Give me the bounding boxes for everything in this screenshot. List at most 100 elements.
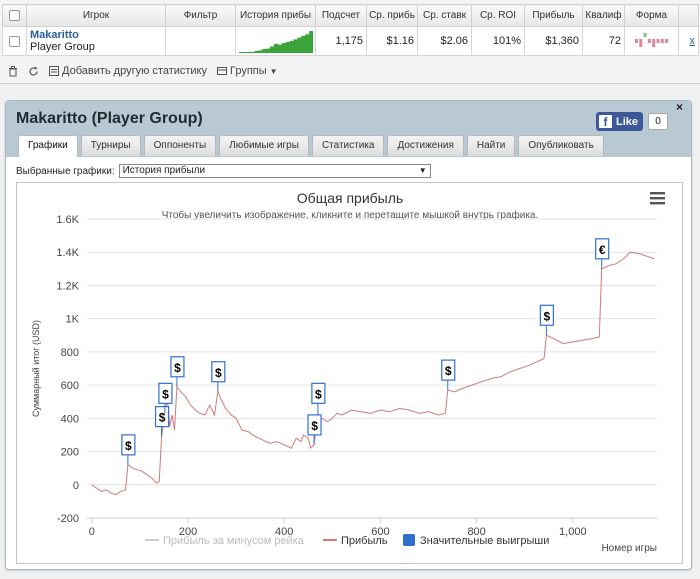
big-win-flag-box — [121, 434, 136, 456]
form-bar — [660, 39, 664, 43]
big-win-flag-label: $ — [445, 364, 452, 378]
table-header-row: Игрок Фильтр История прибы Подсчет Ср. п… — [2, 4, 699, 27]
big-win-flag[interactable]: $ — [154, 406, 170, 437]
col-header-profit-history[interactable]: История прибы — [235, 4, 316, 27]
chart-select[interactable]: История прибыли ▼ — [118, 164, 431, 178]
sparkline-bar — [238, 52, 243, 53]
groups-label: Группы — [230, 65, 267, 77]
profit-cell: $1,360 — [524, 26, 583, 56]
tab-statistics[interactable]: Статистика — [311, 135, 385, 156]
table-row[interactable]: Makaritto Player Group 1,175 $1.16 $2.06… — [2, 26, 699, 56]
refresh-icon[interactable] — [28, 66, 39, 77]
big-win-flag-box — [170, 356, 185, 378]
groups-icon — [217, 67, 227, 75]
remove-row-link[interactable]: x — [678, 26, 699, 56]
sparkline-bar — [273, 43, 278, 53]
close-icon[interactable]: × — [675, 100, 683, 114]
col-header-avg-profit[interactable]: Ср. прибь — [366, 4, 418, 27]
form-bar — [643, 33, 647, 37]
sparkline-bar — [293, 39, 298, 53]
sparkline-bar — [281, 43, 286, 53]
tab-find[interactable]: Найти — [466, 135, 516, 156]
big-win-flag-box — [211, 361, 226, 383]
x-tick-label: 400 — [275, 526, 293, 538]
profit-chart[interactable]: Общая прибыль Чтобы увеличить изображение… — [17, 183, 684, 565]
col-header-filter[interactable]: Фильтр — [165, 4, 236, 27]
chevron-down-icon: ▼ — [269, 66, 278, 76]
groups-dropdown[interactable]: Группы ▼ — [217, 65, 278, 77]
player-name-link[interactable]: Makaritto — [30, 29, 79, 41]
tab-charts[interactable]: Графики — [18, 135, 78, 157]
tab-achievements[interactable]: Достижения — [387, 135, 464, 156]
sparkline-bar — [308, 31, 313, 53]
col-header-qualification[interactable]: Квалиф — [582, 4, 625, 27]
form-bar — [656, 39, 659, 43]
player-cell[interactable]: Makaritto Player Group — [26, 26, 166, 56]
chart-menu-icon-line — [650, 197, 665, 200]
sparkline-bar — [257, 50, 263, 53]
col-header-avg-roi[interactable]: Ср. ROI — [471, 4, 525, 27]
col-header-form[interactable]: Форма — [624, 4, 679, 27]
chart-select-row: Выбранные графики: История прибыли ▼ — [16, 164, 431, 178]
col-header-avg-stake[interactable]: Ср. ставк — [417, 4, 472, 27]
big-win-flag[interactable]: $ — [311, 382, 326, 414]
x-tick-label: 600 — [371, 526, 389, 538]
tab-publish[interactable]: Опубликовать — [518, 135, 604, 156]
sparkline-bar — [289, 40, 294, 53]
chart-menu-icon-line — [650, 192, 665, 195]
qualification-cell: 72 — [582, 26, 625, 56]
facebook-like-label: Like — [616, 115, 639, 128]
sparkline-bar — [277, 44, 282, 53]
chart-select-value: История прибыли — [122, 165, 206, 176]
x-tick-label: 200 — [179, 526, 197, 538]
chart-menu-icon-line — [650, 202, 665, 205]
row-checkbox[interactable] — [2, 26, 27, 56]
chart-container[interactable]: Общая прибыль Чтобы увеличить изображение… — [16, 182, 683, 564]
form-indicator — [634, 33, 668, 47]
form-cell — [624, 26, 679, 56]
facebook-like-button[interactable]: f Like — [596, 112, 644, 131]
big-win-flag[interactable]: $ — [307, 414, 322, 445]
col-header-profit[interactable]: Прибыль — [524, 4, 583, 27]
y-tick-label: 1.6K — [56, 214, 79, 226]
x-tick-label: 0 — [89, 526, 95, 538]
big-win-flag[interactable]: $ — [121, 434, 136, 465]
select-all-checkbox[interactable] — [2, 4, 27, 27]
sparkline-bar — [254, 50, 259, 53]
form-bar — [634, 39, 638, 43]
sparkline-bar — [242, 52, 247, 53]
y-tick-label: 400 — [61, 413, 79, 425]
big-win-flag-label: $ — [544, 309, 551, 323]
sparkline-bar — [261, 49, 267, 53]
col-header-count[interactable]: Подсчет — [315, 4, 367, 27]
sparkline-bar — [269, 46, 274, 53]
sparkline-bar — [265, 48, 270, 53]
chart-menu-icon[interactable] — [650, 192, 665, 205]
big-win-flag-box — [307, 414, 322, 436]
form-bar — [664, 39, 668, 43]
big-win-flag[interactable]: $ — [441, 359, 456, 391]
form-bar — [647, 39, 651, 43]
tab-favorite-games[interactable]: Любимые игры — [219, 135, 309, 156]
x-tick-label: 1,000 — [559, 526, 587, 538]
chevron-down-icon: ▼ — [418, 166, 427, 175]
big-win-flag[interactable]: $ — [539, 304, 554, 336]
big-win-flag[interactable]: $ — [170, 356, 185, 387]
sparkline-bar — [296, 37, 302, 53]
form-bar — [638, 39, 642, 47]
tab-opponents[interactable]: Оппоненты — [143, 135, 217, 156]
col-header-player[interactable]: Игрок — [26, 4, 166, 27]
facebook-like-count: 0 — [648, 113, 669, 130]
x-tick-label: 800 — [467, 526, 485, 538]
big-win-flag-box — [158, 382, 173, 404]
big-win-flag-label: $ — [311, 419, 318, 433]
big-win-flag-label: $ — [174, 361, 181, 375]
big-win-flag-label: $ — [125, 439, 132, 453]
tab-tournaments[interactable]: Турниры — [80, 135, 141, 156]
add-stat-button[interactable]: Добавить другую статистику — [49, 65, 207, 77]
big-win-flag-box — [539, 304, 554, 326]
big-win-flag[interactable]: $ — [158, 382, 173, 414]
big-win-flag[interactable]: € — [595, 238, 610, 269]
trash-icon[interactable] — [8, 65, 18, 77]
big-win-flag[interactable]: $ — [211, 361, 226, 392]
